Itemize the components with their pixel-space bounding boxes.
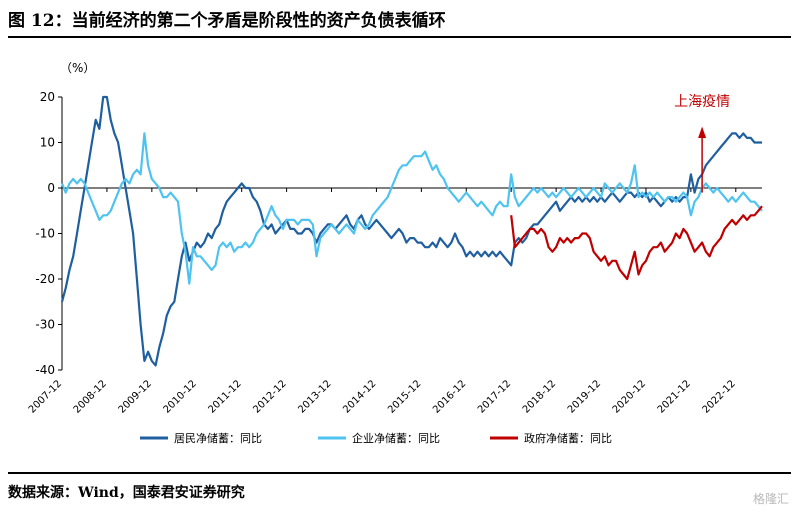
series-line-3 (510, 205, 763, 281)
x-tick-label: 2022-12 (701, 378, 738, 415)
title-divider (8, 36, 791, 38)
x-tick-label: 2008-12 (72, 378, 109, 415)
x-tick-label: 2015-12 (386, 378, 423, 415)
y-unit-label: （%） (60, 61, 95, 75)
source-note: 数据来源：Wind，国泰君安证券研究 (8, 485, 245, 501)
x-tick-label: 2014-12 (341, 378, 378, 415)
y-tick-label: 10 (40, 136, 55, 150)
x-tick-label: 2016-12 (431, 378, 468, 415)
series-layer (60, 95, 763, 367)
annotation-arrowhead (698, 126, 707, 138)
x-tick-label: 2010-12 (162, 378, 199, 415)
line-chart: （%） 20 10 0 -10 -20 -30 -40 2007-12 2008-12 2009… (27, 61, 763, 445)
y-tick-label: 20 (40, 90, 55, 104)
x-tick-label: 2018-12 (521, 378, 558, 415)
annotation-label: 上海疫情 (674, 94, 730, 110)
y-tick-label: -40 (35, 363, 55, 377)
x-tick-label: 2007-12 (27, 378, 64, 415)
y-tick-label: 0 (47, 181, 55, 195)
x-tick-label: 2017-12 (476, 378, 513, 415)
annotation: 上海疫情 (674, 94, 730, 193)
y-tick-label: -10 (35, 227, 55, 241)
y-tick-label: -30 (35, 318, 55, 332)
x-tick-label: 2020-12 (611, 378, 648, 415)
legend-label-3: 政府净储蓄：同比 (524, 431, 612, 445)
watermark: 格隆汇 (752, 492, 789, 506)
x-tick-label: 2013-12 (296, 378, 333, 415)
footer-divider (8, 472, 791, 474)
x-tick-label: 2021-12 (656, 378, 693, 415)
x-tick-label: 2009-12 (117, 378, 154, 415)
figure-title: 图 12：当前经济的第二个矛盾是阶段性的资产负债表循环 (8, 11, 446, 31)
x-tick-label: 2011-12 (206, 378, 243, 415)
x-tick-label: 2019-12 (566, 378, 603, 415)
y-tick-label: -20 (35, 272, 55, 286)
legend-label-1: 居民净储蓄：同比 (174, 431, 262, 445)
y-axis: 20 10 0 -10 -20 -30 -40 (35, 90, 63, 377)
x-axis: 2007-12 2008-12 2009-12 2010-12 2011-12 2012-… (27, 187, 762, 416)
legend-label-2: 企业净储蓄：同比 (352, 431, 440, 445)
series-line-1 (60, 95, 762, 367)
x-tick-label: 2012-12 (251, 378, 288, 415)
legend: 居民净储蓄：同比 企业净储蓄：同比 政府净储蓄：同比 (140, 431, 612, 445)
series-line-2 (60, 132, 763, 285)
